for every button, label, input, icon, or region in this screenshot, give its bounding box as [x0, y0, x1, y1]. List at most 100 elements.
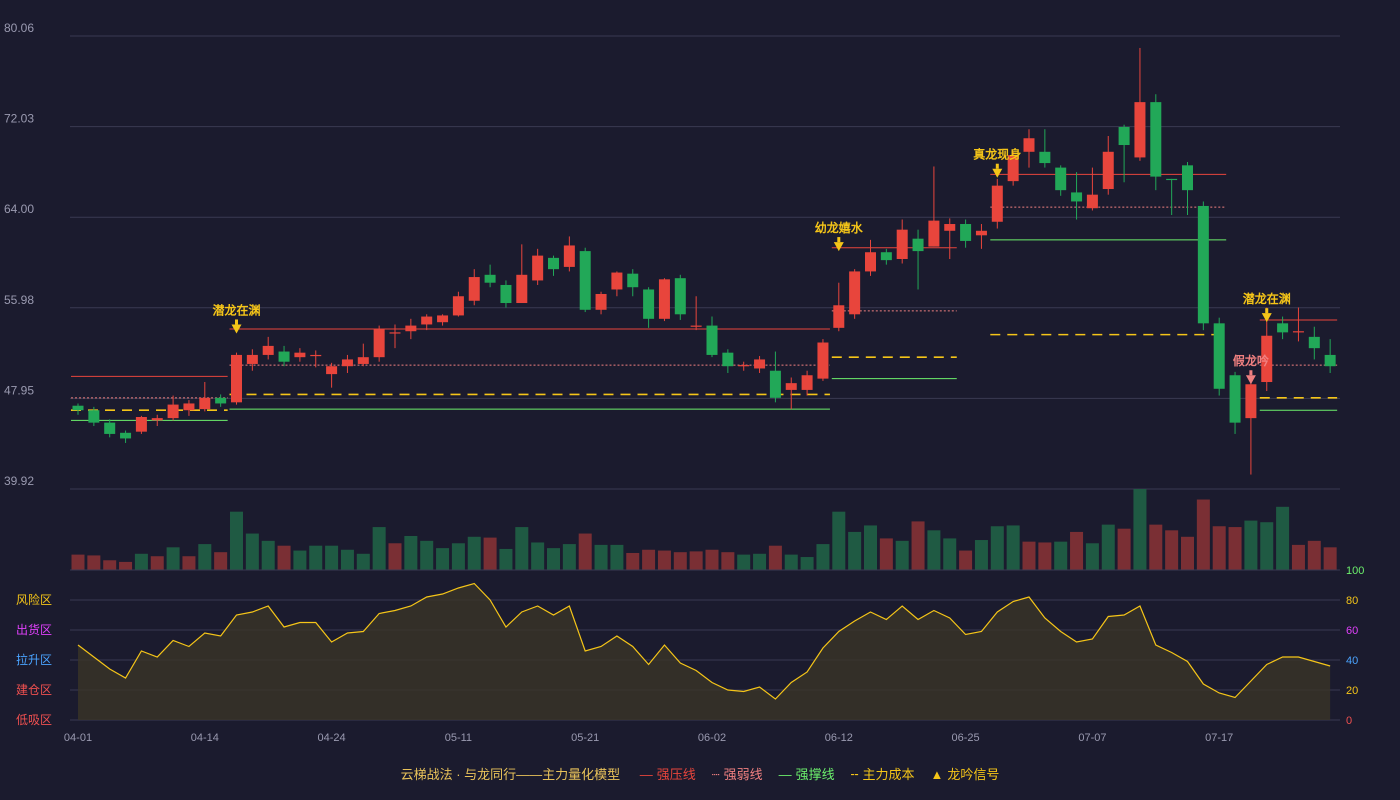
signal-label: 真龙现身: [973, 147, 1021, 162]
solid-line-icon: —: [639, 767, 653, 782]
candle-body: [880, 252, 892, 261]
oscillator-zone-label: 拉升区: [16, 652, 52, 667]
candle-body: [1182, 165, 1193, 191]
signal-arrow-stem: [995, 163, 999, 169]
volume-bar: [325, 545, 339, 570]
candle-body: [389, 332, 401, 334]
volume-bar: [1323, 547, 1337, 570]
volume-bar: [119, 561, 133, 570]
volume-bar: [1117, 528, 1131, 570]
candle-body: [199, 397, 211, 410]
volume-bar: [166, 547, 180, 570]
volume-bar: [404, 535, 418, 570]
signal-arrow: [231, 324, 242, 334]
candle-body: [1039, 151, 1051, 164]
candle-body: [1150, 102, 1162, 177]
volume-bar: [436, 548, 450, 570]
signal-label: 潜龙在渊: [212, 302, 260, 317]
candle-body: [722, 352, 734, 367]
candle-body: [1071, 192, 1083, 202]
oscillator-zone-label: 建仓区: [16, 683, 52, 697]
volume-bar: [562, 544, 576, 570]
volume-bar: [1196, 499, 1210, 570]
oscillator-tick-label: 40: [1346, 655, 1358, 667]
candle-body: [896, 229, 908, 260]
candle-body: [611, 272, 623, 290]
candle-body: [1261, 335, 1273, 383]
volume-bar: [895, 540, 909, 570]
legend-item-label: 强压线: [656, 767, 696, 782]
price-tick-label: 47.95: [4, 383, 34, 397]
candle-body: [88, 410, 100, 423]
volume-bar: [309, 545, 323, 570]
volume-bar: [340, 549, 354, 570]
oscillator-tick-label: 80: [1346, 595, 1358, 607]
candle-body: [674, 278, 686, 315]
volume-bar: [198, 544, 212, 570]
volume-bar: [642, 549, 656, 570]
volume-bar: [1006, 525, 1020, 570]
volume-bar: [277, 545, 291, 570]
dotted-line-icon: ┈: [711, 767, 720, 782]
volume-bar: [784, 554, 798, 570]
candle-body: [1134, 102, 1146, 158]
volume-bar: [626, 552, 640, 570]
legend-item-label: 主力成本: [862, 767, 915, 782]
signal-arrow-stem: [235, 319, 238, 325]
price-tick-label: 64.00: [4, 202, 34, 216]
volume-bar: [134, 553, 148, 570]
volume-bar: [1260, 522, 1274, 570]
volume-bar: [737, 554, 751, 570]
candle-body: [944, 224, 956, 231]
volume-bar: [610, 544, 624, 570]
signal-arrow-stem: [1265, 308, 1269, 314]
candle-body: [437, 315, 449, 323]
candle-body: [1166, 178, 1178, 181]
volume-bar: [864, 525, 877, 570]
volume-bar: [753, 553, 767, 570]
candle-body: [278, 351, 290, 362]
volume-bar: [182, 556, 196, 570]
volume-bar: [911, 521, 925, 570]
date-tick-label: 07-17: [1205, 732, 1233, 744]
candle-body: [1277, 323, 1289, 333]
volume-bar: [515, 527, 529, 570]
volume-bar: [1181, 536, 1194, 570]
volume-bar: [832, 511, 846, 570]
oscillator-zone-label: 风险区: [16, 592, 52, 607]
price-tick-label: 39.92: [4, 474, 34, 488]
candle-body: [706, 325, 718, 355]
candle-body: [452, 296, 464, 316]
oscillator-tick-label: 100: [1346, 565, 1364, 577]
candle-body: [1292, 331, 1304, 333]
candle-body: [754, 359, 766, 369]
volume-bar: [388, 543, 402, 570]
volume-bar: [578, 533, 592, 570]
volume-bar: [372, 527, 386, 570]
volume-bar: [71, 554, 85, 570]
signal-arrow: [1261, 313, 1272, 323]
candle-body: [1007, 155, 1019, 182]
volume-bar: [293, 550, 307, 570]
signal-arrow: [833, 242, 844, 252]
candle-body: [991, 185, 1003, 222]
volume-bar: [974, 540, 988, 570]
volume-bar: [1244, 520, 1258, 570]
volume-bar: [1165, 530, 1179, 570]
candle-body: [833, 305, 845, 328]
volume-bar: [451, 543, 465, 570]
candle-body: [1055, 167, 1067, 191]
candle-body: [405, 325, 417, 332]
triangle-icon: ▲: [930, 767, 944, 782]
price-grid: [70, 35, 1340, 490]
candle-body: [341, 359, 353, 367]
volume-bar: [927, 530, 941, 570]
chart-legend: 云梯战法 · 与龙同行——主力量化模型 — 强压线 ┈ 强弱线 — 强撑线 ╌ 主力成本 ▲ 龙吟…: [0, 764, 1400, 783]
legend-title: 云梯战法 · 与龙同行——主力量化模型: [400, 767, 621, 782]
candle-body: [579, 251, 591, 310]
legend-item-label: 强弱线: [723, 767, 763, 782]
candle-body: [627, 273, 639, 288]
volume-bar: [531, 542, 545, 570]
